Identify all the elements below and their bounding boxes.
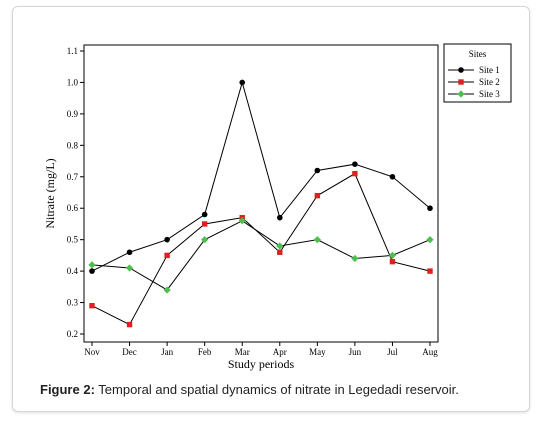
x-tick-label: Mar <box>235 347 250 357</box>
y-tick-label: 1.1 <box>67 46 78 56</box>
x-tick-label: Aug <box>422 347 438 357</box>
data-point <box>163 286 171 294</box>
legend-label: Site 3 <box>479 89 500 99</box>
data-point <box>314 192 321 199</box>
data-point <box>239 79 246 86</box>
data-point <box>201 221 208 227</box>
caption-label: Figure 2: <box>40 382 95 397</box>
data-point <box>351 254 359 263</box>
y-tick-label: 0.9 <box>67 109 79 119</box>
data-point <box>426 236 434 244</box>
y-tick-label: 1.0 <box>67 77 79 87</box>
y-tick-label: 0.5 <box>67 235 79 245</box>
plot-area <box>83 44 439 343</box>
data-point <box>276 242 284 250</box>
x-tick-label: Jul <box>387 347 398 357</box>
y-tick-label: 0.8 <box>67 140 79 150</box>
data-point <box>89 303 95 309</box>
data-point <box>125 264 134 272</box>
data-point <box>313 236 321 244</box>
nitrate-line-chart: 0.2 0.3 0.4 0.5 0.6 0.7 0.8 0.9 1.0 1.1 Nov Dec Jan F… <box>43 43 512 371</box>
data-point <box>388 251 397 259</box>
x-tick-label: Dec <box>122 347 137 357</box>
y-tick-label: 0.2 <box>67 329 78 339</box>
data-point <box>352 170 358 177</box>
x-tick-label: May <box>309 347 326 357</box>
legend-box <box>443 43 512 103</box>
data-point <box>389 173 396 180</box>
legend-label: Site 2 <box>479 77 500 87</box>
data-point <box>126 321 133 328</box>
data-point <box>277 249 283 255</box>
data-point <box>88 261 96 269</box>
series-line <box>91 172 431 326</box>
y-tick-label: 0.7 <box>67 172 79 182</box>
data-point <box>89 268 95 274</box>
legend-marker <box>458 67 464 73</box>
x-axis-label: Study periods <box>228 357 295 371</box>
data-point <box>276 214 283 221</box>
data-point <box>427 268 433 274</box>
data-point <box>201 211 208 218</box>
data-point <box>201 236 209 244</box>
y-tick-label: 0.6 <box>67 203 79 213</box>
y-tick-label: 0.4 <box>67 266 79 276</box>
data-point <box>238 217 246 225</box>
legend-marker <box>457 90 465 98</box>
y-axis-label: Nitrate (mg/L) <box>43 158 57 228</box>
legend-marker <box>458 79 464 85</box>
legend-title: Sites <box>469 49 487 59</box>
x-tick-label: Nov <box>84 347 100 357</box>
x-tick-label: Apr <box>273 347 287 357</box>
figure-caption: Figure 2: Temporal and spatial dynamics … <box>40 382 459 397</box>
legend-label: Site 1 <box>479 65 500 75</box>
y-tick-label: 0.3 <box>67 298 79 308</box>
data-point <box>389 258 396 265</box>
x-tick-label: Feb <box>198 347 212 357</box>
data-point <box>427 205 433 212</box>
data-point <box>164 236 170 243</box>
x-tick-label: Jan <box>161 347 173 357</box>
series-line <box>91 80 431 272</box>
data-point <box>352 161 358 167</box>
data-point <box>126 249 133 256</box>
x-tick-label: Jun <box>349 347 362 357</box>
data-point <box>164 252 170 259</box>
caption-text: Temporal and spatial dynamics of nitrate… <box>94 382 459 397</box>
series-line <box>91 220 431 291</box>
data-point <box>314 167 321 174</box>
